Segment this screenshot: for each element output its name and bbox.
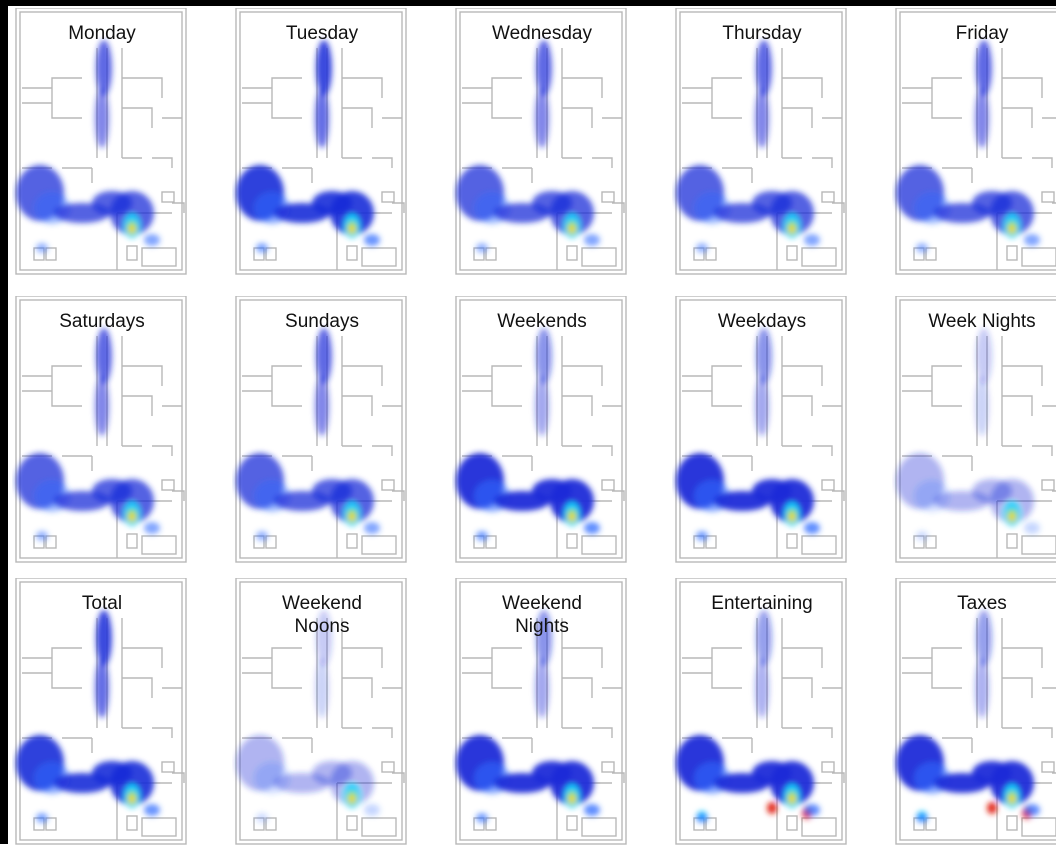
panel-title: Tuesday <box>285 23 359 44</box>
floorplan-heatmap <box>675 578 847 845</box>
heatmap-panel: Friday <box>892 8 1056 284</box>
panel-title: Weekend Nights <box>502 593 582 637</box>
panel-title: Monday <box>68 23 136 44</box>
panel-title: Weekdays <box>717 311 807 332</box>
left-border <box>0 0 8 844</box>
panel-title: Taxes <box>957 593 1007 614</box>
heatmap-panel: Thursday <box>672 8 852 284</box>
heatmap-panel: Monday <box>12 8 192 284</box>
floorplan-heatmap <box>455 296 627 563</box>
heatmap-panel: Weekend Nights <box>452 578 632 854</box>
panel-title: Sundays <box>285 311 359 332</box>
heatmap-panel: Total <box>12 578 192 854</box>
floorplan-heatmap <box>235 8 407 275</box>
heatmap-panel: Weekdays <box>672 296 852 572</box>
panel-title: Total <box>81 593 123 614</box>
floorplan-heatmap <box>675 296 847 563</box>
heatmap-panel: Wednesday <box>452 8 632 284</box>
panel-title: Saturdays <box>59 311 145 332</box>
panel-title: Thursday <box>722 23 802 44</box>
heatmap-panel: Weekends <box>452 296 632 572</box>
heatmap-panel: Tuesday <box>232 8 412 284</box>
panel-title: Entertaining <box>711 593 813 614</box>
heatmap-panel: Taxes <box>892 578 1056 854</box>
top-border <box>0 0 1056 6</box>
panel-title: Friday <box>955 23 1009 44</box>
heatmap-panel: Entertaining <box>672 578 852 854</box>
floorplan-heatmap <box>895 578 1056 845</box>
floorplan-heatmap <box>235 296 407 563</box>
floorplan-heatmap <box>895 8 1056 275</box>
floorplan-heatmap <box>235 578 407 845</box>
heatmap-panel: Week Nights <box>892 296 1056 572</box>
panel-title: Week Nights <box>928 311 1036 332</box>
floorplan-heatmap <box>455 578 627 845</box>
panel-title: Weekend Noons <box>282 593 362 637</box>
panel-title: Weekends <box>497 311 587 332</box>
floorplan-heatmap <box>15 578 187 845</box>
heatmap-panel: Weekend Noons <box>232 578 412 854</box>
floorplan-heatmap <box>895 296 1056 563</box>
heatmap-panel: Saturdays <box>12 296 192 572</box>
floorplan-heatmap <box>455 8 627 275</box>
floorplan-heatmap <box>15 8 187 275</box>
heatmap-panel: Sundays <box>232 296 412 572</box>
floorplan-heatmap <box>675 8 847 275</box>
panel-title: Wednesday <box>492 23 592 44</box>
floorplan-heatmap <box>15 296 187 563</box>
